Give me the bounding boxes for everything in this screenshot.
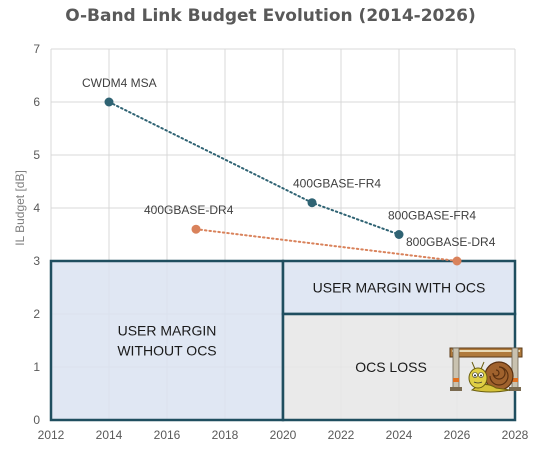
snail-icon <box>449 347 523 393</box>
margin-regions: USER MARGIN WITHOUT OCS USER MARGIN WITH O… <box>49 259 517 422</box>
region-label: WITHOUT OCS <box>117 343 216 359</box>
y-tick-label: 3 <box>33 254 40 268</box>
region-box <box>281 312 517 422</box>
region-box <box>49 259 285 422</box>
point-label: CWDM4 MSA <box>82 76 157 90</box>
x-tick-label: 2014 <box>96 428 123 442</box>
data-point <box>191 224 201 234</box>
x-tick-label: 2028 <box>502 428 529 442</box>
point-label: 800GBASE-FR4 <box>388 209 476 223</box>
data-point <box>394 230 404 239</box>
point-label: 400GBASE-FR4 <box>293 177 381 191</box>
y-tick-label: 0 <box>33 413 40 427</box>
x-tick-label: 2012 <box>38 428 65 442</box>
point-label: 800GBASE-DR4 <box>406 235 496 249</box>
x-tick-label: 2022 <box>328 428 355 442</box>
y-tick-label: 6 <box>33 95 40 109</box>
y-tick-label: 2 <box>33 307 40 321</box>
series-line <box>195 228 458 262</box>
x-tick-label: 2020 <box>270 428 297 442</box>
y-tick-label: 4 <box>33 201 40 215</box>
data-points <box>104 97 462 266</box>
data-point <box>307 198 317 208</box>
x-tick-label: 2026 <box>444 428 471 442</box>
x-tick-label: 2024 <box>386 428 413 442</box>
point-label: 400GBASE-DR4 <box>144 203 234 217</box>
region-label: USER MARGIN <box>118 323 217 339</box>
y-tick-label: 1 <box>33 360 40 374</box>
y-tick-label: 7 <box>33 42 40 56</box>
data-point <box>452 256 462 266</box>
point-labels: CWDM4 MSA 400GBASE-FR4 800GBASE-FR4 400GBAS… <box>82 76 496 249</box>
region-label: USER MARGIN WITH OCS <box>313 280 486 296</box>
data-point <box>104 97 114 107</box>
chart-title: O-Band Link Budget Evolution (2014-2026) <box>65 6 476 26</box>
x-tick-label: 2016 <box>154 428 181 442</box>
region-label: OCS LOSS <box>355 359 427 375</box>
x-tick-label: 2018 <box>212 428 239 442</box>
axes: 2012 2014 2016 2018 2020 2022 2024 2026 2028 0 1 2 3… <box>13 42 529 442</box>
y-tick-label: 5 <box>33 148 40 162</box>
y-axis-label: IL Budget [dB] <box>13 170 27 246</box>
